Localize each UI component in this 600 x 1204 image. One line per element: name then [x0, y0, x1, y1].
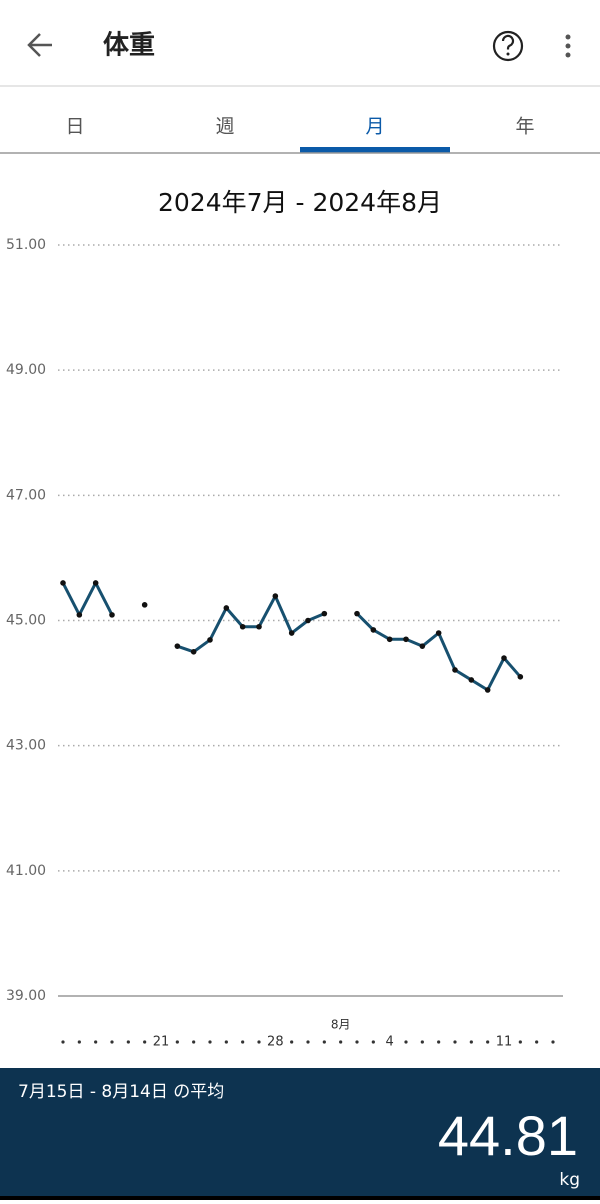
- tab[interactable]: 年: [515, 116, 534, 138]
- data-point: [190, 648, 197, 655]
- x-tick-dot: [257, 1040, 261, 1044]
- y-tick-label: 45.00: [6, 613, 46, 629]
- x-tick-dot: [518, 1040, 522, 1044]
- x-tick-dot: [469, 1040, 473, 1044]
- tab[interactable]: 週: [215, 116, 234, 138]
- data-point: [223, 605, 230, 611]
- data-point: [484, 687, 491, 693]
- tab[interactable]: 日: [65, 116, 84, 138]
- x-tick-dot: [453, 1040, 457, 1044]
- data-point: [92, 580, 99, 586]
- chart: 39.00 41.00 43.00 45.00 47.00 49.00 51.00 21 28 4…: [6, 237, 563, 1050]
- data-point: [321, 610, 328, 617]
- data-point: [386, 636, 393, 643]
- x-tick-dot: [175, 1040, 179, 1044]
- data-point: [256, 623, 262, 630]
- summary-label: 7月15日 - 8月14日 の平均: [18, 1082, 224, 1102]
- weight-line: [61, 581, 114, 617]
- data-point: [288, 630, 295, 636]
- x-tick-dot: [306, 1040, 310, 1044]
- summary-value: 44.81: [438, 1104, 578, 1167]
- x-tick-dot: [192, 1040, 196, 1044]
- data-point: [354, 610, 360, 617]
- x-tick-dot: [437, 1040, 441, 1044]
- help-icon: [492, 30, 524, 62]
- page-title: 体重: [103, 31, 155, 61]
- data-point: [403, 636, 409, 643]
- x-tick-dot: [241, 1040, 245, 1044]
- y-tick-label: 47.00: [6, 487, 46, 503]
- data-point: [452, 667, 458, 673]
- x-tick-label: 21: [153, 1035, 170, 1050]
- bottom-edge: [0, 1196, 600, 1200]
- x-tick-dot: [355, 1040, 359, 1044]
- data-point: [174, 643, 181, 649]
- x-tick-dot: [61, 1040, 65, 1044]
- back-arrow: [27, 33, 52, 57]
- x-tick-dot: [143, 1040, 147, 1044]
- data-point: [239, 623, 246, 630]
- tab-bar: 日週月年: [65, 116, 535, 153]
- tab[interactable]: 月: [365, 116, 384, 138]
- tab-indicator: [300, 147, 450, 153]
- data-point: [76, 612, 83, 618]
- data-point: [60, 580, 66, 586]
- y-tick-label: 49.00: [6, 362, 46, 378]
- x-tick-dot: [77, 1040, 81, 1044]
- x-tick-dot: [224, 1040, 228, 1044]
- y-tick-label: 39.00: [6, 988, 46, 1004]
- chart-title: 2024年7月 - 2024年8月: [158, 188, 442, 217]
- data-point: [419, 643, 426, 649]
- y-tick-label: 43.00: [6, 738, 46, 754]
- help-glyph: [501, 34, 515, 50]
- x-tick-dot: [208, 1040, 212, 1044]
- x-tick-dot: [94, 1040, 98, 1044]
- data-point: [501, 655, 507, 661]
- x-tick-dot: [110, 1040, 114, 1044]
- weight-line: [176, 594, 325, 654]
- help-button[interactable]: [492, 30, 524, 62]
- x-tick-dot: [339, 1040, 343, 1044]
- x-tick-dot: [551, 1040, 555, 1044]
- more-dot: [565, 43, 571, 49]
- back-button[interactable]: [27, 33, 52, 57]
- x-tick-label: 4: [386, 1035, 394, 1050]
- x-tick-dot: [126, 1040, 130, 1044]
- x-tick-dot: [535, 1040, 539, 1044]
- x-tick-label: 28: [267, 1035, 284, 1050]
- month-label: 8月: [331, 1018, 351, 1032]
- x-tick-dot: [290, 1040, 294, 1044]
- data-point: [435, 630, 442, 636]
- x-tick-dot: [420, 1040, 424, 1044]
- summary-unit: kg: [559, 1170, 580, 1190]
- x-tick-label: 11: [496, 1035, 513, 1050]
- data-point: [141, 602, 148, 608]
- more-dot: [565, 34, 571, 40]
- y-tick-label: 51.00: [6, 237, 46, 253]
- app-bar: [0, 0, 600, 86]
- x-tick-dot: [322, 1040, 326, 1044]
- y-tick-label: 41.00: [6, 863, 46, 879]
- data-point: [109, 612, 115, 618]
- data-point: [272, 593, 279, 599]
- x-tick-dot: [404, 1040, 408, 1044]
- x-tick-dot: [371, 1040, 375, 1044]
- data-point: [305, 617, 311, 624]
- data-point: [207, 637, 213, 643]
- help-dot: [506, 52, 510, 56]
- weight-line: [355, 612, 522, 692]
- data-point: [517, 674, 524, 680]
- more-button[interactable]: [565, 34, 571, 58]
- summary-panel: [0, 1068, 600, 1196]
- x-tick-dot: [486, 1040, 490, 1044]
- data-point: [468, 677, 475, 683]
- data-point: [370, 627, 377, 633]
- more-dot: [565, 52, 571, 58]
